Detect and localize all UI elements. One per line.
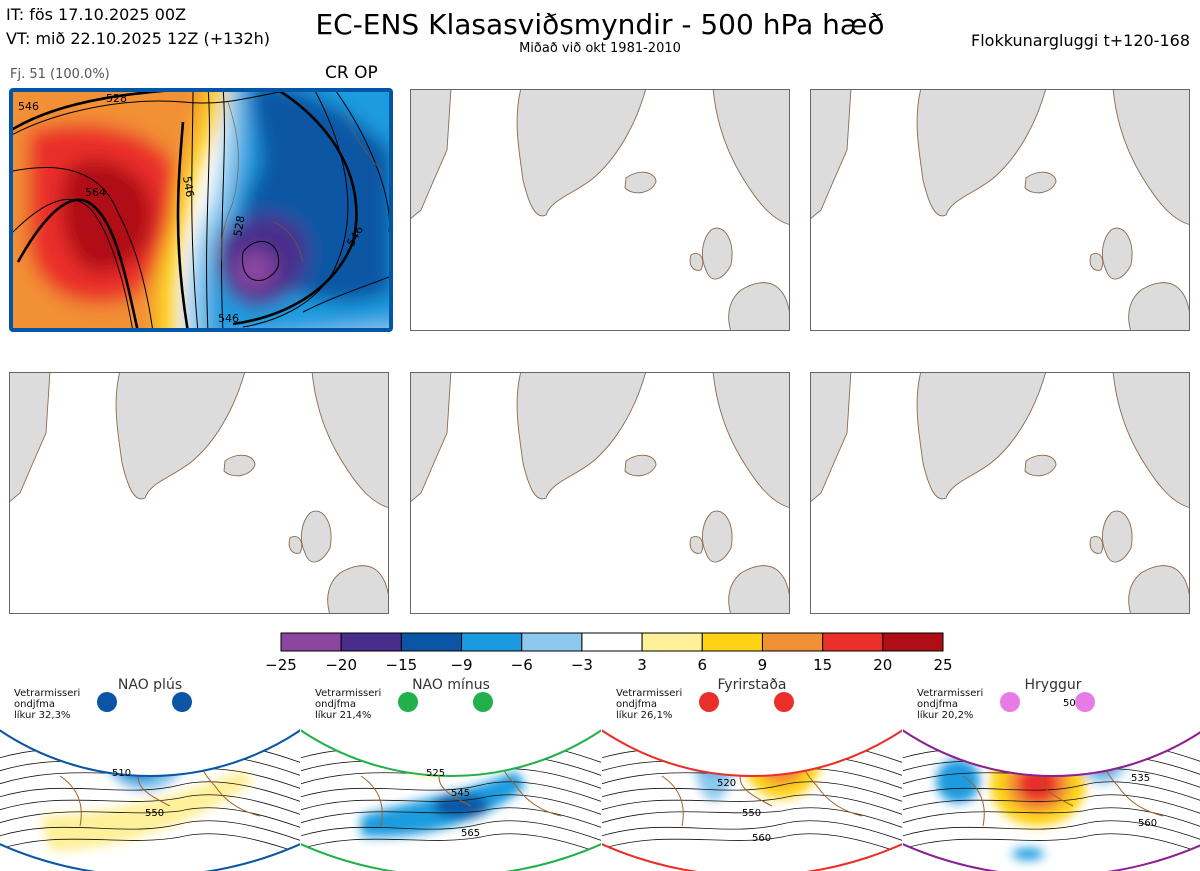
- colorbar-tick-9: 15: [813, 656, 833, 674]
- colorbar-bin-9: [822, 632, 884, 652]
- regime-marker-2-1: [774, 692, 794, 712]
- cluster-panel-6[interactable]: [810, 372, 1190, 614]
- regime-note-line-1-0: Vetrarmisseri: [315, 688, 382, 699]
- regime-marker-0-0: [97, 692, 117, 712]
- contour-label-528: 528: [106, 92, 127, 105]
- regime-map-1: 525 545 565: [301, 692, 601, 871]
- colorbar-bin-10: [882, 632, 944, 652]
- cluster-class-label: CR OP: [325, 63, 378, 83]
- cluster-panel-3[interactable]: [810, 89, 1190, 331]
- cluster-5-map: [411, 373, 789, 613]
- cluster-4-map: [10, 373, 388, 613]
- regime-note-line-2-0: Vetrarmisseri: [616, 688, 683, 699]
- regime-note-line-3-2: líkur 20,2%: [917, 710, 974, 721]
- contour-label-564: 564: [85, 186, 106, 199]
- cluster-6-map: [811, 373, 1189, 613]
- regime-note-3: Vetrarmisseri ondjfma líkur 20,2%: [917, 688, 983, 721]
- cluster-panel-2[interactable]: [410, 89, 790, 331]
- regime-marker-0-1: [172, 692, 192, 712]
- regime-note-line-3-1: ondjfma: [917, 699, 958, 710]
- regime-note-0: Vetrarmisseri ondjfma líkur 32,3%: [14, 688, 80, 721]
- regime-note-1: Vetrarmisseri ondjfma líkur 21,4%: [315, 688, 381, 721]
- regime-contour-label-3-0: 505: [1063, 698, 1082, 709]
- contour-label-546d: 546: [218, 312, 239, 325]
- valid-time: VT: mið 22.10.2025 12Z (+132h): [6, 29, 271, 48]
- regime-contour-label-0-1: 550: [145, 808, 164, 819]
- colorbar-tick-8: 9: [757, 656, 768, 674]
- regime-map-0: 510 550: [0, 692, 300, 871]
- colorbar-tick-11: 25: [933, 656, 953, 674]
- contour-label-546a: 546: [180, 175, 196, 198]
- colorbar-bin-1: [340, 632, 402, 652]
- regime-contour-label-1-2: 565: [461, 828, 480, 839]
- colorbar-tick-1: −20: [325, 656, 357, 674]
- regime-note-2: Vetrarmisseri ondjfma líkur 26,1%: [616, 688, 682, 721]
- regime-contour-label-2-0: 520: [717, 778, 736, 789]
- initial-time: IT: fös 17.10.2025 00Z: [6, 5, 187, 24]
- regime-contour-label-3-2: 560: [1138, 818, 1157, 829]
- colorbar-tick-6: 3: [637, 656, 647, 674]
- chart-subtitle: Miðað við okt 1981-2010: [519, 41, 681, 56]
- cluster-3-map: [811, 90, 1189, 330]
- regime-marker-1-0: [398, 692, 418, 712]
- regime-contour-label-1-1: 545: [451, 788, 470, 799]
- colorbar-bin-0: [280, 632, 342, 652]
- regime-name-3: Hryggur: [1024, 677, 1082, 693]
- regime-map-3: 505 535 560: [903, 692, 1200, 871]
- regime-note-line-1-2: líkur 21,4%: [315, 710, 372, 721]
- cluster-1-map: 528 546 564 546 528 546 546: [13, 92, 389, 328]
- regime-note-line-3-0: Vetrarmisseri: [917, 688, 984, 699]
- colorbar-bin-8: [761, 632, 824, 652]
- cluster-panel-1[interactable]: 528 546 564 546 528 546 546: [9, 88, 393, 332]
- cluster-panel-5[interactable]: [410, 372, 790, 614]
- colorbar-bin-5: [581, 632, 643, 652]
- colorbar-tick-4: −6: [510, 656, 533, 674]
- regime-note-line-0-1: ondjfma: [14, 699, 55, 710]
- member-count-label: Fj. 51 (100.0%): [10, 67, 110, 82]
- colorbar-bin-2: [400, 632, 463, 652]
- regime-name-2: Fyrirstaða: [717, 677, 787, 693]
- colorbar-bin-3: [461, 632, 523, 652]
- colorbar: [280, 632, 944, 652]
- chart-title: EC-ENS Klasasviðsmyndir - 500 hPa hæð: [315, 8, 885, 41]
- regime-note-line-2-2: líkur 26,1%: [616, 710, 673, 721]
- regime-contour-label-2-2: 560: [752, 833, 771, 844]
- contour-label-528b: 528: [231, 215, 247, 238]
- regime-name-0: NAO plús: [117, 677, 183, 693]
- colorbar-tick-3: −9: [450, 656, 473, 674]
- regime-note-line-0-2: líkur 32,3%: [14, 710, 71, 721]
- regime-marker-2-0: [699, 692, 719, 712]
- regime-contour-label-0-0: 510: [112, 768, 131, 779]
- colorbar-tick-7: 6: [697, 656, 708, 674]
- regime-contour-label-1-0: 525: [426, 768, 445, 779]
- regime-marker-1-1: [473, 692, 493, 712]
- regime-name-1: NAO mínus: [412, 677, 490, 693]
- regime-note-line-2-1: ondjfma: [616, 699, 657, 710]
- colorbar-tick-10: 20: [873, 656, 893, 674]
- regime-note-line-1-1: ondjfma: [315, 699, 356, 710]
- colorbar-tick-0: −25: [265, 656, 297, 674]
- colorbar-bin-4: [521, 632, 583, 652]
- colorbar-tick-5: −3: [570, 656, 593, 674]
- regime-contour-label-3-1: 535: [1131, 773, 1150, 784]
- regime-marker-3-0: [1000, 692, 1020, 712]
- contour-label-546b: 546: [18, 100, 39, 113]
- cluster-2-map: [411, 90, 789, 330]
- regime-contour-label-2-1: 550: [742, 808, 761, 819]
- cluster-panel-4[interactable]: [9, 372, 389, 614]
- colorbar-bin-7: [701, 632, 763, 652]
- regime-note-line-0-0: Vetrarmisseri: [14, 688, 81, 699]
- regime-map-2: 520 550 560: [602, 692, 902, 871]
- colorbar-bin-6: [641, 632, 703, 652]
- regime-marker-3-1: [1075, 692, 1095, 712]
- classification-window: Flokkunargluggi t+120-168: [971, 31, 1190, 50]
- colorbar-tick-2: −15: [385, 656, 418, 674]
